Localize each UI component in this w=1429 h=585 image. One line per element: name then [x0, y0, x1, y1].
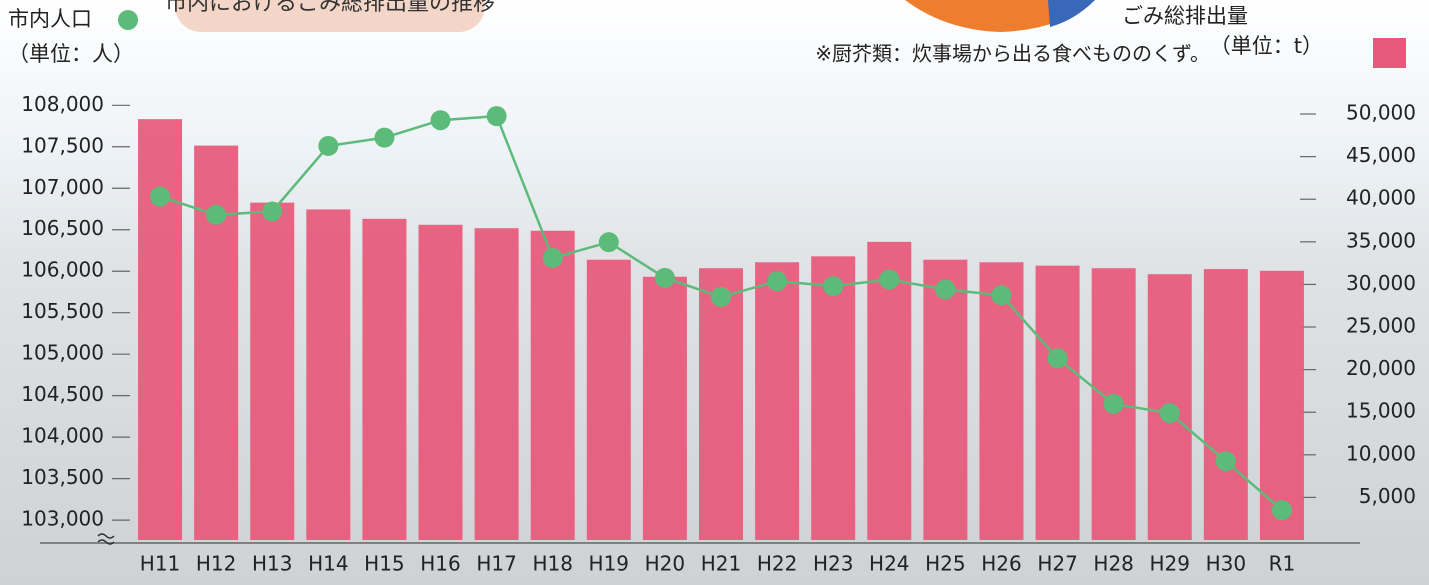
y-tick-label: 106,000	[21, 258, 104, 282]
point	[823, 276, 843, 296]
x-tick-label: H26	[981, 552, 1022, 576]
bar	[138, 119, 182, 540]
bar	[643, 277, 687, 540]
point	[767, 271, 787, 291]
chart: 市内におけるごみ総排出量の推移 市内人口 （単位：人） ごみ総排出量 （単位：t…	[0, 0, 1429, 585]
bar	[306, 209, 350, 540]
x-tick-label: H29	[1150, 552, 1191, 576]
x-tick-label: H21	[701, 552, 742, 576]
point	[1272, 500, 1292, 520]
bar	[587, 260, 631, 540]
bar	[755, 262, 799, 540]
bar	[699, 268, 743, 540]
y-tick-label: 105,500	[21, 299, 104, 323]
bar	[531, 231, 575, 540]
note: ※厨芥類：炊事場から出る食べもののくず。	[815, 42, 1210, 66]
y-axis-title: 市内人口	[8, 7, 92, 31]
bar	[1036, 266, 1080, 540]
point	[150, 187, 170, 207]
point	[1216, 451, 1236, 471]
y-tick-label: 107,500	[21, 133, 104, 157]
y2-tick-label: 5,000	[1359, 484, 1416, 508]
point	[879, 270, 899, 290]
point	[655, 268, 675, 288]
y-tick-label: 103,500	[21, 465, 104, 489]
bar	[811, 256, 855, 540]
legend-swatch	[118, 10, 138, 30]
x-tick-label: H15	[364, 552, 405, 576]
x-tick-label: H16	[420, 552, 461, 576]
y-axis-unit: （単位：人）	[8, 42, 134, 66]
y-tick-label: 104,500	[21, 382, 104, 406]
point	[599, 232, 619, 252]
y2-tick-label: 10,000	[1346, 441, 1416, 465]
point	[1104, 394, 1124, 414]
x-tick-label: H14	[308, 552, 349, 576]
x-tick-label: H30	[1206, 552, 1247, 576]
bar	[194, 146, 238, 540]
bar	[1260, 271, 1304, 540]
bar	[362, 219, 406, 540]
point	[1160, 403, 1180, 423]
point	[262, 201, 282, 221]
x-tick-label: H23	[813, 552, 854, 576]
x-tick-label: R1	[1269, 552, 1296, 576]
x-tick-label: H20	[645, 552, 686, 576]
point	[935, 279, 955, 299]
x-tick-label: H27	[1037, 552, 1078, 576]
point	[206, 205, 226, 225]
y2-axis-title: ごみ総排出量	[1122, 4, 1248, 28]
bar	[419, 225, 463, 540]
chart-title: 市内におけるごみ総排出量の推移	[165, 0, 495, 16]
y2-axis-unit: （単位：t）	[1210, 34, 1323, 58]
y2-tick-label: 15,000	[1346, 399, 1416, 423]
y-tick-label: 104,000	[21, 424, 104, 448]
point	[487, 106, 507, 126]
point	[1048, 348, 1068, 368]
x-tick-label: H17	[476, 552, 517, 576]
y-tick-label: 106,500	[21, 216, 104, 240]
point	[374, 128, 394, 148]
y2-tick-label: 45,000	[1346, 143, 1416, 167]
x-tick-label: H11	[140, 552, 181, 576]
x-tick-label: H13	[252, 552, 293, 576]
legend-swatch	[1373, 38, 1406, 68]
y-tick-label: 108,000	[21, 92, 104, 116]
y2-tick-label: 30,000	[1346, 271, 1416, 295]
bar	[475, 228, 519, 540]
bar	[250, 203, 294, 540]
x-tick-label: H18	[532, 552, 573, 576]
point	[431, 110, 451, 130]
y2-tick-label: 50,000	[1346, 101, 1416, 125]
bar	[1204, 269, 1248, 540]
y2-tick-label: 40,000	[1346, 186, 1416, 210]
point	[543, 248, 563, 268]
x-tick-label: H22	[757, 552, 798, 576]
y2-tick-label: 20,000	[1346, 356, 1416, 380]
point	[711, 287, 731, 307]
x-tick-label: H28	[1093, 552, 1134, 576]
point	[318, 136, 338, 156]
y2-tick-label: 35,000	[1346, 228, 1416, 252]
x-tick-label: H19	[589, 552, 630, 576]
y-tick-label: 105,000	[21, 341, 104, 365]
bar	[923, 260, 967, 540]
y-tick-label: 107,000	[21, 175, 104, 199]
x-tick-label: H25	[925, 552, 966, 576]
x-tick-label: H12	[196, 552, 237, 576]
point	[991, 285, 1011, 305]
x-tick-label: H24	[869, 552, 910, 576]
y-tick-label: 103,000	[21, 507, 104, 531]
y2-tick-label: 25,000	[1346, 314, 1416, 338]
